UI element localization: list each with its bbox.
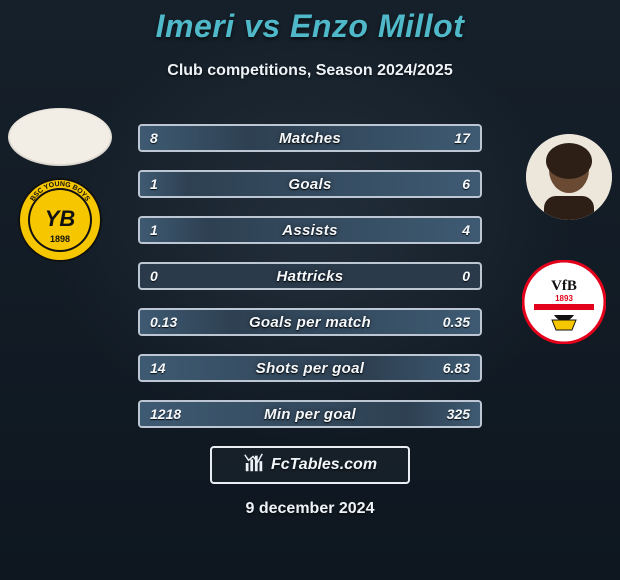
stat-row: 0.130.35Goals per match (138, 308, 482, 336)
stats-bars: 817Matches 16Goals 14Assists 00Hattricks 0.1… (138, 124, 482, 446)
stat-label: Assists (140, 218, 480, 242)
player-right-avatar (526, 134, 612, 220)
stat-label: Hattricks (140, 264, 480, 288)
svg-text:VfB: VfB (551, 278, 577, 294)
stat-row: 00Hattricks (138, 262, 482, 290)
stat-label: Min per goal (140, 402, 480, 426)
page-subtitle: Club competitions, Season 2024/2025 (0, 62, 620, 80)
svg-text:1893: 1893 (555, 294, 573, 303)
branding-box[interactable]: FcTables.com (210, 446, 410, 484)
branding-text: FcTables.com (271, 456, 377, 474)
stat-label: Goals (140, 172, 480, 196)
footer-date: 9 december 2024 (0, 500, 620, 518)
club-left-badge: YB 1898 BSC YOUNG BOYS (18, 178, 102, 262)
stat-label: Shots per goal (140, 356, 480, 380)
stat-label: Matches (140, 126, 480, 150)
stat-row: 817Matches (138, 124, 482, 152)
stat-row: 16Goals (138, 170, 482, 198)
club-right-badge: VfB 1893 (522, 260, 606, 344)
stat-row: 146.83Shots per goal (138, 354, 482, 382)
comparison-infographic: Imeri vs Enzo Millot Club competitions, … (0, 0, 620, 580)
stat-row: 14Assists (138, 216, 482, 244)
bar-chart-icon (243, 452, 265, 479)
page-title: Imeri vs Enzo Millot (0, 8, 620, 45)
stat-label: Goals per match (140, 310, 480, 334)
stat-row: 1218325Min per goal (138, 400, 482, 428)
player-left-avatar (8, 108, 112, 166)
svg-text:YB: YB (45, 206, 76, 231)
svg-text:1898: 1898 (50, 234, 70, 244)
